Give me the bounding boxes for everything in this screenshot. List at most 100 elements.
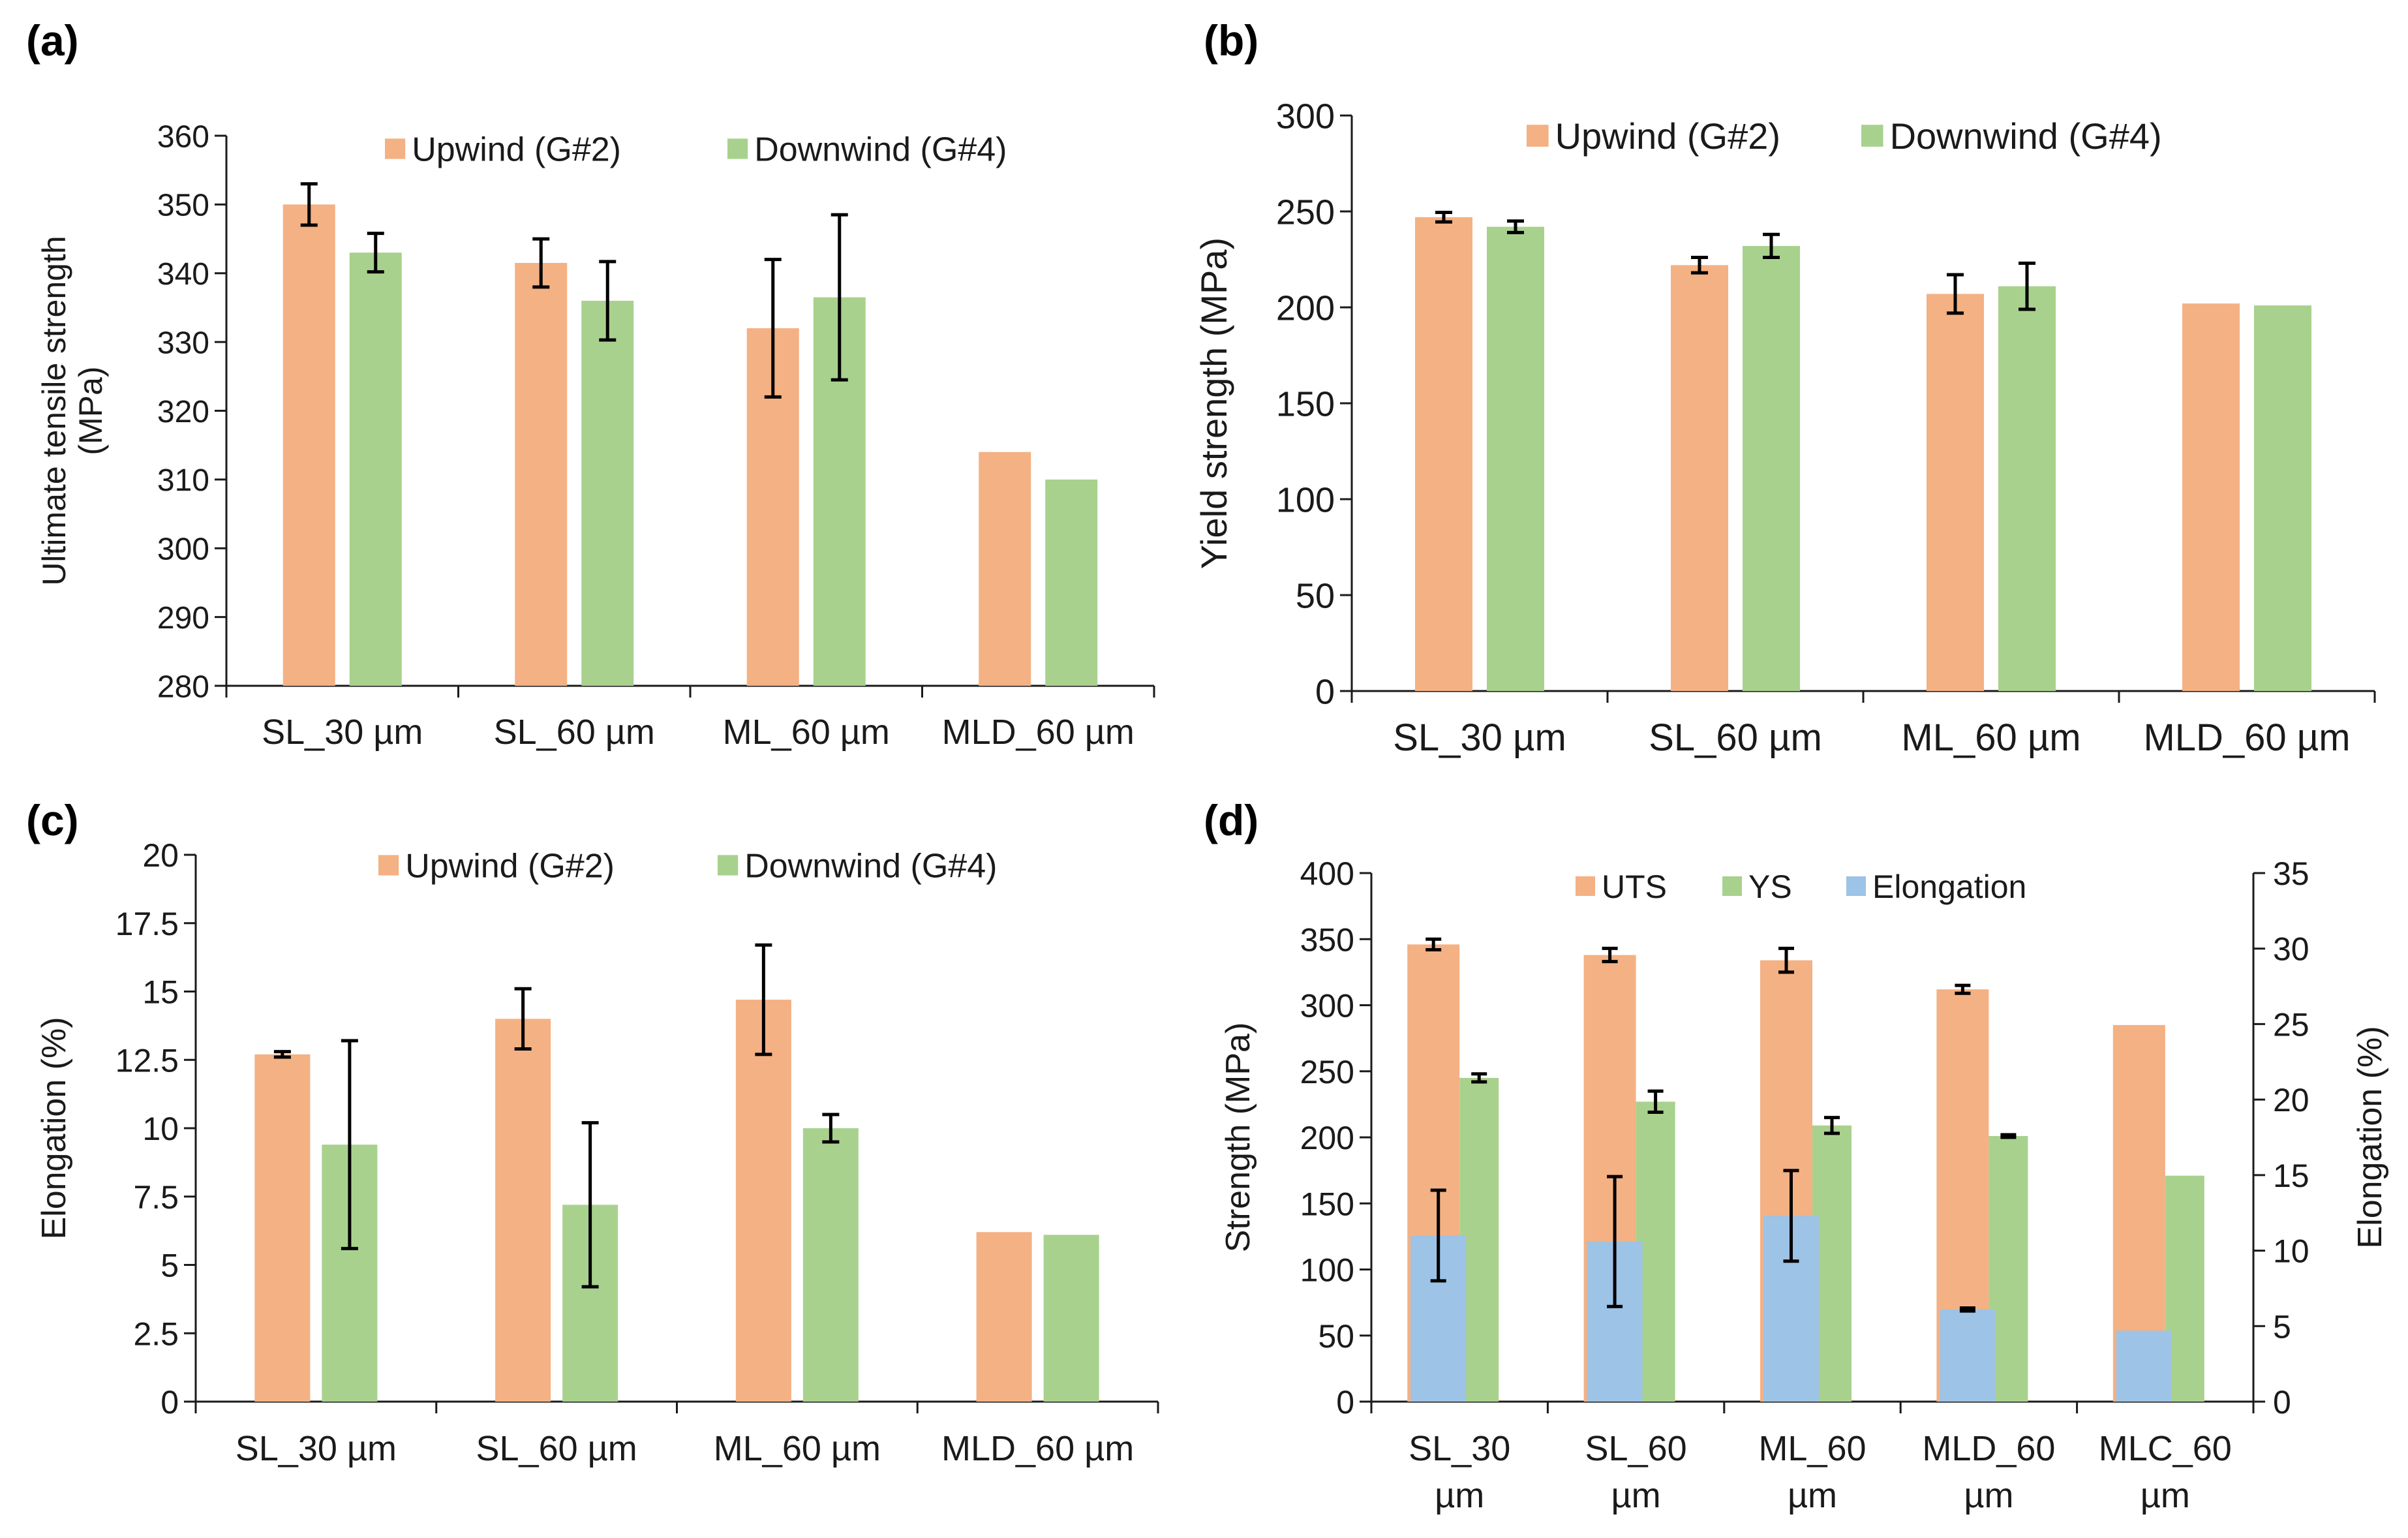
y-tick-label: 200 [1300,1120,1354,1156]
panel-label: (d) [1204,796,1258,844]
x-category-label: µm [1964,1476,2013,1515]
bar-downwind [2254,305,2311,691]
x-category-label: SL_30 [1409,1429,1510,1468]
bar-upwind [735,1000,791,1402]
y-axis-label: (MPa) [72,366,109,455]
y2-axis-label: Elongation (%) [2351,1026,2389,1248]
y-tick-label: 400 [1300,855,1354,892]
bar-upwind [1927,294,1984,691]
legend-label: Downwind (G#4) [754,131,1007,169]
y2-tick-label: 15 [2273,1158,2309,1194]
y-axis-label: Elongation (%) [35,1017,73,1239]
y-tick-label: 330 [157,326,209,360]
y-axis-label: Strength (MPa) [1219,1023,1257,1253]
x-category-label: µm [1611,1476,1661,1515]
legend-label: Upwind (G#2) [405,848,615,885]
legend-label: Upwind (G#2) [1555,115,1780,157]
bars [282,182,1098,686]
y-tick-label: 290 [157,601,209,636]
y2-tick-label: 0 [2273,1384,2291,1421]
legend-label: Downwind (G#4) [744,848,997,885]
bar-upwind [1671,265,1728,691]
legend-label: UTS [1602,869,1667,905]
bar-upwind [2182,303,2240,691]
y-tick-label: 12.5 [115,1042,179,1079]
y-tick-label: 0 [160,1384,179,1421]
panel-b-yield-strength-chart: (b) 0 50 100 150 200 250 300 Yield strength (MPa… [1193,16,2376,759]
panel-label: (a) [26,16,79,65]
bars [1415,210,2311,691]
axes: 280 290 300 310 320 330 340 350 360 Ultimate tens… [36,119,1155,752]
bar-elongation [1940,1309,1996,1402]
x-category-label: ML_60 µm [1901,716,2080,759]
x-category-label: MLD_60 µm [2143,716,2350,759]
x-category-label: µm [2141,1476,2190,1515]
y-tick-label: 17.5 [115,906,179,942]
legend-swatch [727,138,748,159]
y-tick-label: 0 [1336,1384,1354,1421]
y-tick-label: 300 [1300,988,1354,1024]
legend-swatch [378,855,399,876]
y-tick-label: 350 [157,189,209,223]
panel-label: (b) [1204,16,1258,65]
x-category-label: ML_60 [1758,1429,1866,1468]
y-tick-label: 50 [1318,1318,1354,1355]
bar-elongation [2116,1330,2172,1402]
x-category-label: SL_60 µm [494,713,655,752]
y2-tick-label: 35 [2273,855,2309,892]
y-tick-label: 20 [142,837,179,874]
y-tick-label: 2.5 [133,1315,179,1352]
x-category-label: µm [1788,1476,1837,1515]
y-tick-label: 5 [160,1248,179,1284]
legend-label: YS [1748,869,1792,905]
bar-upwind [979,452,1031,686]
y-axis-label: Yield strength (MPa) [1193,238,1234,569]
legend-label: Downwind (G#4) [1890,115,2162,157]
legend: Upwind (G#2) Downwind (G#4) [378,848,997,885]
y-tick-label: 15 [142,974,179,1011]
bar-upwind [515,262,568,686]
y-tick-label: 100 [1300,1252,1354,1289]
x-category-label: MLD_60 [1922,1429,2055,1468]
bar-downwind [1045,479,1098,686]
bar-downwind [1043,1235,1099,1402]
bar-upwind [976,1232,1032,1402]
x-category-label: SL_60 µm [1649,716,1822,759]
axes: 0 50 100 150 200 250 300 Yield strength (MPa) SL… [1193,97,2376,759]
legend-label: Upwind (G#2) [412,131,621,169]
legend-swatch [1576,876,1595,896]
y-tick-label: 320 [157,395,209,429]
bar-downwind [581,300,634,686]
bar-upwind [1415,217,1472,691]
y-tick-label: 150 [1300,1186,1354,1222]
x-category-label: MLC_60 [2099,1429,2232,1468]
bar-downwind [1487,226,1544,691]
bars [254,943,1099,1402]
y-tick-label: 10 [142,1111,179,1147]
x-category-label: SL_30 µm [262,713,423,752]
y-tick-label: 150 [1276,384,1335,423]
y2-tick-label: 30 [2273,931,2309,968]
x-category-label: SL_30 µm [236,1429,397,1468]
y-axis-label: Ultimate tensile strength [36,236,72,585]
bar-upwind [254,1054,311,1402]
legend-swatch [1846,876,1866,896]
y-tick-label: 50 [1296,576,1335,615]
y-tick-label: 300 [157,532,209,567]
x-category-label: MLD_60 µm [942,713,1135,752]
bar-upwind [495,1019,551,1402]
y-tick-label: 280 [157,669,209,704]
y-tick-label: 360 [157,119,209,154]
legend-swatch [1722,876,1742,896]
axes: 0 2.5 5 7.5 10 12.5 15 17.5 20 Elongation (%) SL_3… [35,837,1159,1468]
y-tick-label: 310 [157,463,209,498]
x-category-label: µm [1435,1476,1484,1515]
axes: 0 50 100 150 200 250 300 350 400 0 5 10 15 20 25 30 35 El… [1219,855,2389,1515]
y2-tick-label: 5 [2273,1308,2291,1345]
legend: Upwind (G#2) Downwind (G#4) [385,131,1007,169]
y-tick-label: 350 [1300,921,1354,958]
y-tick-label: 100 [1276,480,1335,519]
legend: Upwind (G#2) Downwind (G#4) [1527,115,2162,157]
legend-swatch [1861,125,1883,147]
